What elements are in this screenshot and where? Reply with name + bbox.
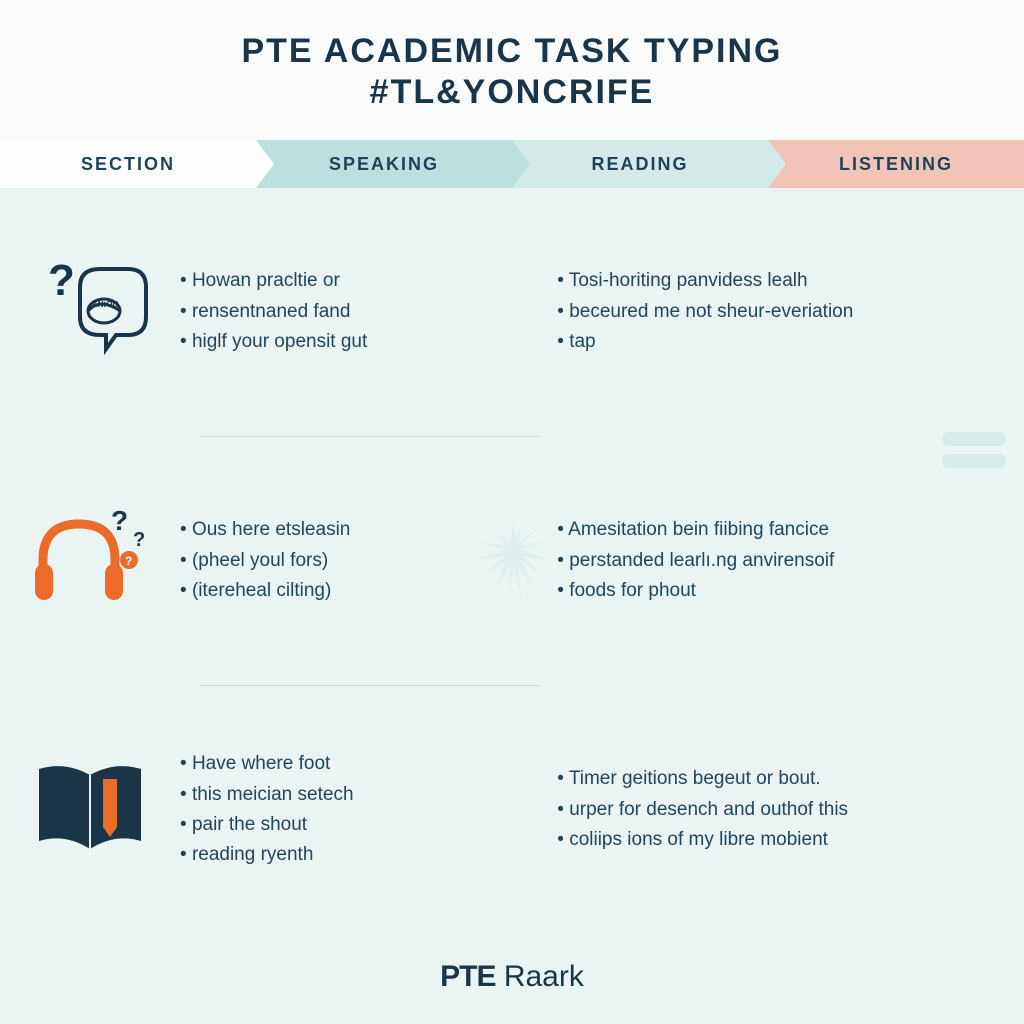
header-speaking: Speaking	[256, 140, 512, 188]
icon-book	[20, 755, 160, 865]
svg-text:?: ?	[111, 506, 128, 536]
bullet: perstanded learlı.ng anvirensoif	[557, 546, 974, 576]
title-line-1: PTE Academic Task Typing	[20, 32, 1004, 71]
bullet: coliips ions of my libre mobient	[557, 825, 974, 855]
content-area: ? ANtOO Howan pracltie or rensentnaned f…	[0, 188, 1024, 1024]
header-listening: Listening	[768, 140, 1024, 188]
row-1-right: Tosi-horiting panvidess lealh beceured m…	[547, 266, 984, 357]
row-1-left: Howan pracltie or rensentnaned fand higl…	[170, 266, 537, 357]
row-3-right: Timer geitions begeut or bout. urper for…	[547, 764, 984, 855]
svg-text:?: ?	[48, 257, 75, 305]
bullet: Tosi-horiting panvidess lealh	[557, 266, 974, 296]
bg-burst-decor	[467, 516, 557, 606]
icon-question-speech: ? ANtOO	[20, 257, 160, 367]
bullet: urper for desench and outhof this	[557, 795, 974, 825]
svg-text:ANtOO: ANtOO	[92, 300, 119, 309]
bullet: beceured me not sheur-everiation	[557, 297, 974, 327]
row-2-right: Amesitation bein fiibing fancice perstan…	[547, 515, 984, 606]
title-block: PTE Academic Task Typing #TL&YonCRiFe	[0, 0, 1024, 140]
bullet: foods for phout	[557, 576, 974, 606]
bullet: higlf your opensit gut	[180, 327, 527, 357]
row-3-left: Have where foot this meician setech pair…	[170, 749, 537, 871]
row-1: ? ANtOO Howan pracltie or rensentnaned f…	[0, 188, 1024, 436]
infographic-container: PTE Academic Task Typing #TL&YonCRiFe Se…	[0, 0, 1024, 1024]
bullet: this meician setech	[180, 780, 527, 810]
footer-logo: PTE Raark	[0, 934, 1024, 1024]
svg-text:?: ?	[133, 529, 145, 551]
row-2: ? ? ? Ous here etsleasin (pheel youl for…	[0, 437, 1024, 685]
bullet: Timer geitions begeut or bout.	[557, 764, 974, 794]
footer-rest: Raark	[496, 960, 584, 993]
header-row: Section Speaking Reading Listening	[0, 140, 1024, 188]
bullet: Amesitation bein fiibing fancice	[557, 515, 974, 545]
bullet: rensentnaned fand	[180, 297, 527, 327]
bullet: pair the shout	[180, 810, 527, 840]
bullet: tap	[557, 327, 974, 357]
header-reading: Reading	[512, 140, 768, 188]
footer-bold: PTE	[440, 960, 495, 993]
bullet: Howan pracltie or	[180, 266, 527, 296]
bullet: reading ryenth	[180, 840, 527, 870]
header-section: Section	[0, 140, 256, 188]
row-3: Have where foot this meician setech pair…	[0, 686, 1024, 934]
svg-text:?: ?	[125, 554, 132, 568]
title-line-2: #TL&YonCRiFe	[20, 73, 1004, 112]
bullet: Have where foot	[180, 749, 527, 779]
icon-headphones: ? ? ?	[20, 506, 160, 616]
